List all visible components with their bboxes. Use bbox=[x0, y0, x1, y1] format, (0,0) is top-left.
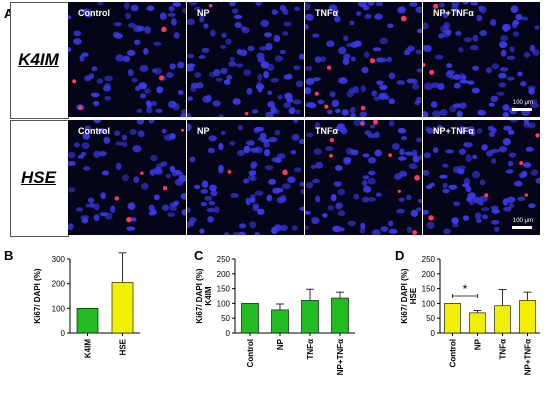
micrograph-hse-control: Control bbox=[68, 120, 186, 235]
bar bbox=[111, 282, 134, 334]
row-label-box-k4im bbox=[10, 2, 69, 119]
scale-bar-label: 100 μm bbox=[512, 100, 533, 106]
y-tick-label: 250 bbox=[217, 255, 231, 264]
tile-label: Control bbox=[78, 8, 110, 18]
y-axis-label-secondary: HSE bbox=[409, 287, 418, 304]
row-label-k4im: K4IM bbox=[18, 50, 59, 69]
panel-letter: B bbox=[4, 248, 13, 263]
y-tick-label: 100 bbox=[217, 299, 231, 308]
micrograph-k4im-tnfa: TNFα bbox=[305, 2, 422, 117]
chart-b: B 0 100 200 300 Ki67/ DAPI (%) K4IM HSE bbox=[4, 248, 140, 358]
micrograph-texture bbox=[305, 120, 422, 235]
micrograph-hse-np: NP bbox=[187, 120, 304, 235]
tile-label: NP+TNFα bbox=[433, 8, 474, 18]
tile-label: NP+TNFα bbox=[433, 126, 474, 136]
bar bbox=[519, 300, 536, 334]
x-tick-label: NP+TNFα bbox=[524, 339, 533, 375]
micrograph-k4im-np-tnfa: NP+TNFα 100 μm bbox=[423, 2, 540, 117]
x-tick-label: K4IM bbox=[84, 339, 93, 358]
bar bbox=[76, 308, 99, 334]
tile-label: TNFα bbox=[315, 8, 339, 18]
y-axis-label: Ki67/ DAPI (%) bbox=[400, 268, 409, 323]
y-tick-label: 50 bbox=[426, 314, 435, 323]
y-tick-label: 200 bbox=[52, 280, 66, 289]
bar bbox=[271, 309, 289, 334]
y-axis-label: Ki67/ DAPI (%) bbox=[195, 268, 204, 323]
y-tick-label: 250 bbox=[422, 255, 436, 264]
y-tick-label: 200 bbox=[422, 270, 436, 279]
tile-label: Control bbox=[78, 126, 110, 136]
y-tick-label: 100 bbox=[422, 299, 436, 308]
y-tick-label: 150 bbox=[217, 285, 231, 294]
chart-d: D 0 50 100 150 200 250 Ki67/ DAPI (%) HSE Control… bbox=[395, 248, 540, 375]
x-tick-label: TNFα bbox=[499, 339, 508, 360]
y-tick-label: 0 bbox=[431, 329, 436, 338]
bar bbox=[241, 303, 259, 334]
micrograph-texture bbox=[423, 2, 540, 117]
y-tick-label: 0 bbox=[226, 329, 231, 338]
significance-marker: * bbox=[463, 282, 468, 296]
y-tick-label: 0 bbox=[61, 329, 66, 338]
micrograph-k4im-control: Control bbox=[68, 2, 186, 117]
panel-a-letter: A bbox=[4, 6, 14, 21]
y-axis-label-secondary: K4IM bbox=[204, 286, 213, 305]
micrograph-texture bbox=[423, 120, 540, 235]
bar bbox=[444, 303, 461, 334]
bar bbox=[331, 297, 349, 334]
x-tick-label: NP bbox=[474, 338, 483, 350]
y-tick-label: 300 bbox=[52, 255, 66, 264]
scale-bar bbox=[512, 226, 532, 229]
micrograph-texture bbox=[187, 2, 304, 117]
y-tick-label: 50 bbox=[221, 314, 230, 323]
panel-letter: D bbox=[395, 248, 404, 263]
micrograph-texture bbox=[305, 2, 422, 117]
x-tick-label: NP+TNFα bbox=[336, 339, 345, 375]
micrograph-hse-tnfa: TNFα bbox=[305, 120, 422, 235]
micrograph-k4im-np: NP bbox=[187, 2, 304, 117]
chart-c: C 0 50 100 150 200 250 Ki67/ DAPI (%) K4IM Contro… bbox=[194, 248, 355, 375]
x-tick-label: TNFα bbox=[306, 339, 315, 360]
row-label-hse: HSE bbox=[21, 168, 56, 187]
x-tick-label: HSE bbox=[119, 338, 128, 355]
panel-letter: C bbox=[194, 248, 204, 263]
tile-label: TNFα bbox=[315, 126, 339, 136]
bar bbox=[494, 305, 511, 334]
x-tick-label: Control bbox=[449, 339, 458, 367]
bar bbox=[469, 312, 486, 334]
tile-label: NP bbox=[197, 8, 210, 18]
micrograph-texture bbox=[68, 120, 186, 231]
tile-label: NP bbox=[197, 126, 210, 136]
micrograph-texture bbox=[187, 120, 304, 235]
scale-bar bbox=[512, 108, 532, 111]
bar bbox=[301, 300, 319, 334]
y-tick-label: 100 bbox=[52, 304, 66, 313]
y-axis-label: Ki67/ DAPI (%) bbox=[33, 268, 42, 323]
x-tick-label: Control bbox=[246, 339, 255, 367]
y-tick-label: 200 bbox=[217, 270, 231, 279]
micrograph-texture bbox=[68, 2, 186, 117]
x-tick-label: NP bbox=[276, 338, 285, 350]
row-label-box-hse bbox=[10, 120, 69, 237]
micrograph-hse-np-tnfa: NP+TNFα 100 μm bbox=[423, 120, 540, 235]
y-tick-label: 150 bbox=[422, 285, 436, 294]
scale-bar-label: 100 μm bbox=[512, 218, 533, 224]
